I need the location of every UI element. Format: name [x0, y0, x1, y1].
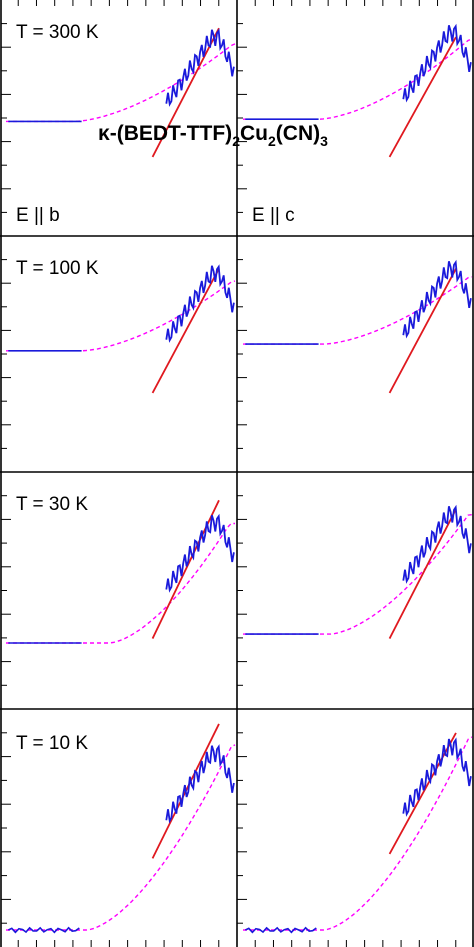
model-fit-curve	[6, 280, 236, 352]
linear-fit-line	[151, 499, 220, 639]
model-fit-curve	[6, 43, 236, 123]
compound-title: κ-(BEDT-TTF)2Cu2(CN)3	[98, 122, 328, 149]
linear-fit-line	[151, 27, 220, 158]
linear-fit-line	[151, 268, 220, 394]
model-fit-curve	[243, 736, 473, 931]
temperature-label-10k: T = 10 K	[16, 733, 88, 754]
panel-2-0	[6, 499, 235, 644]
linear-fit-line	[388, 732, 457, 855]
polarization-label-c: E || c	[252, 205, 295, 226]
panel-1-1	[243, 259, 473, 394]
panel-3-0	[6, 723, 236, 934]
measured-high-segment	[165, 513, 235, 593]
panel-1-0	[6, 264, 236, 394]
linear-fit-line	[388, 268, 457, 394]
measured-high-segment	[165, 744, 235, 824]
model-fit-curve	[243, 276, 473, 345]
panel-curves	[6, 23, 473, 934]
temperature-label-30k: T = 30 K	[16, 494, 88, 515]
polarization-label-b: E || b	[16, 205, 60, 226]
model-fit-curve	[6, 744, 236, 931]
linear-fit-line	[388, 36, 457, 158]
panel-0-1	[243, 23, 473, 158]
model-fit-curve	[243, 513, 473, 635]
temperature-label-300k: T = 300 K	[16, 22, 99, 43]
panel-0-0	[6, 27, 236, 158]
measured-high-segment	[165, 264, 235, 343]
panel-2-1	[243, 504, 473, 639]
panel-3-1	[243, 732, 473, 934]
measured-high-segment	[402, 23, 472, 103]
model-fit-curve	[243, 38, 473, 120]
linear-fit-line	[388, 508, 457, 639]
measured-high-segment	[402, 504, 472, 584]
model-fit-curve	[6, 522, 235, 644]
measured-low-segment	[244, 926, 317, 934]
measured-high-segment	[402, 737, 472, 817]
measured-high-segment	[165, 28, 235, 107]
temperature-label-100k: T = 100 K	[16, 258, 99, 279]
measured-high-segment	[402, 259, 472, 339]
measured-low-segment	[7, 926, 80, 934]
